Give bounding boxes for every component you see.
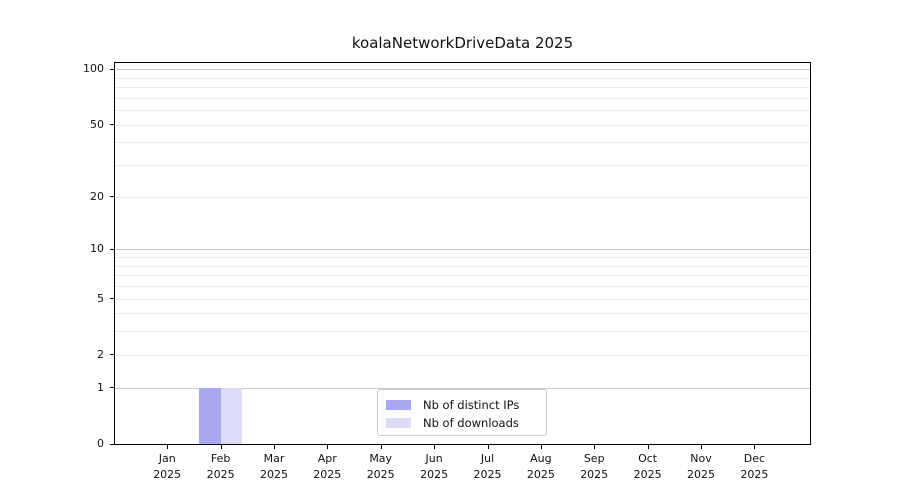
y-tick bbox=[110, 124, 114, 126]
y-tick bbox=[110, 387, 114, 389]
gridline-major bbox=[115, 69, 810, 71]
x-tick-label: Aug 2025 bbox=[526, 452, 555, 481]
gridline-minor bbox=[115, 165, 810, 167]
gridline-minor bbox=[115, 331, 810, 333]
x-tick-label: Feb 2025 bbox=[206, 452, 235, 481]
y-tick-label: 0 bbox=[97, 437, 104, 450]
x-tick bbox=[274, 445, 275, 449]
y-tick-label: 10 bbox=[90, 242, 104, 256]
y-tick-label: 2 bbox=[97, 347, 104, 361]
x-tick bbox=[701, 445, 702, 449]
gridline-minor bbox=[115, 286, 810, 287]
y-tick bbox=[110, 354, 114, 356]
x-tick bbox=[380, 445, 382, 449]
gridline-minor bbox=[115, 196, 810, 198]
legend-swatch bbox=[386, 418, 411, 428]
y-tick-label: 100 bbox=[83, 62, 104, 76]
x-tick bbox=[167, 445, 169, 449]
x-tick bbox=[487, 445, 489, 449]
y-tick bbox=[110, 248, 114, 250]
y-tick-label: 20 bbox=[90, 189, 104, 203]
y-tick bbox=[110, 196, 114, 198]
gridline-major bbox=[115, 249, 810, 251]
plot-area bbox=[114, 62, 811, 445]
x-tick-label: Jan 2025 bbox=[153, 452, 182, 481]
gridline-minor bbox=[115, 142, 810, 144]
gridline-minor bbox=[115, 77, 810, 79]
chart-title: koalaNetworkDriveData 2025 bbox=[351, 34, 574, 52]
gridline-minor bbox=[115, 313, 810, 315]
y-tick-label: 5 bbox=[97, 291, 104, 305]
legend-swatch bbox=[386, 400, 411, 410]
gridline-minor bbox=[115, 354, 810, 356]
gridline-minor bbox=[115, 124, 810, 126]
x-tick bbox=[434, 445, 436, 449]
y-tick bbox=[110, 68, 114, 70]
x-tick bbox=[327, 445, 329, 449]
x-tick bbox=[220, 445, 222, 449]
gridline-minor bbox=[115, 87, 810, 89]
y-tick-label: 50 bbox=[90, 117, 104, 131]
y-tick bbox=[110, 298, 114, 299]
x-tick-label: Apr 2025 bbox=[313, 452, 342, 481]
x-tick bbox=[754, 445, 756, 449]
x-tick bbox=[594, 445, 596, 449]
x-tick-label: Jun 2025 bbox=[420, 452, 449, 481]
x-tick-label: Nov 2025 bbox=[687, 452, 715, 481]
x-tick-label: Sep 2025 bbox=[580, 452, 609, 481]
legend-item: Nb of downloads bbox=[386, 415, 538, 431]
gridline-minor bbox=[115, 298, 810, 300]
x-tick-label: Dec 2025 bbox=[740, 452, 769, 481]
y-tick bbox=[110, 443, 114, 445]
x-tick bbox=[540, 445, 542, 449]
y-tick-label: 1 bbox=[97, 380, 104, 394]
gridline-minor bbox=[115, 110, 810, 112]
legend-item: Nb of distinct IPs bbox=[386, 397, 538, 413]
legend-label: Nb of downloads bbox=[423, 416, 519, 430]
gridline-minor bbox=[115, 257, 810, 258]
gridline-minor bbox=[115, 275, 810, 277]
legend: Nb of distinct IPs Nb of downloads bbox=[377, 389, 547, 436]
x-tick-label: Oct 2025 bbox=[633, 452, 662, 481]
bar-nb-of-downloads bbox=[220, 387, 242, 444]
x-tick-label: Jul 2025 bbox=[473, 452, 502, 481]
x-tick-label: Mar 2025 bbox=[260, 452, 288, 481]
bar-nb-of-distinct-ips bbox=[199, 387, 221, 444]
gridline-minor bbox=[115, 97, 810, 99]
gridline-major bbox=[115, 387, 810, 389]
legend-label: Nb of distinct IPs bbox=[423, 398, 520, 412]
x-tick bbox=[647, 445, 649, 449]
x-tick-label: May 2025 bbox=[366, 452, 395, 481]
gridline-minor bbox=[115, 265, 810, 267]
